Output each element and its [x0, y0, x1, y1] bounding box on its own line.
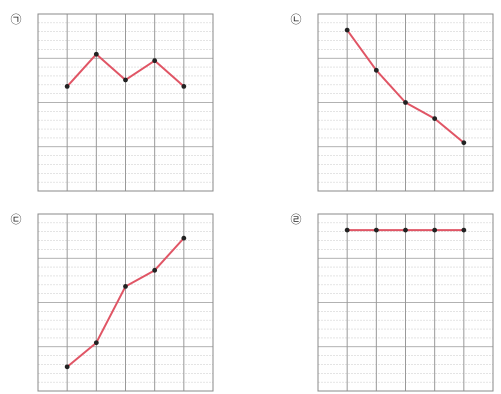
chart-c: ㉢	[11, 213, 214, 392]
data-point	[461, 140, 467, 146]
data-point	[181, 235, 187, 241]
data-point	[152, 58, 158, 64]
panel-label: ㉢	[11, 213, 22, 226]
data-point	[152, 267, 158, 273]
data-point	[93, 51, 99, 57]
data-point	[64, 364, 70, 370]
data-point	[123, 284, 128, 289]
data-point	[403, 100, 408, 105]
plot-frame	[37, 213, 214, 392]
chart-d: ㉣	[291, 213, 494, 392]
data-point	[123, 77, 128, 83]
panel-label: ㉣	[291, 213, 302, 226]
plot-frame	[317, 213, 494, 392]
plot-frame	[317, 13, 494, 192]
chart-a: ㉠	[11, 13, 214, 192]
data-point	[181, 84, 187, 89]
panel-label: ㉡	[291, 13, 302, 26]
data-point	[373, 227, 379, 233]
data-point	[403, 227, 408, 233]
data-point	[344, 27, 350, 33]
data-point	[432, 116, 438, 121]
data-point	[93, 340, 99, 346]
data-point	[344, 227, 350, 233]
plot-frame	[37, 13, 214, 192]
data-point	[461, 227, 467, 233]
panel-label: ㉠	[11, 13, 22, 26]
chart-b: ㉡	[291, 13, 494, 192]
data-point	[373, 67, 379, 73]
data-point	[64, 84, 70, 89]
data-point	[432, 227, 438, 233]
